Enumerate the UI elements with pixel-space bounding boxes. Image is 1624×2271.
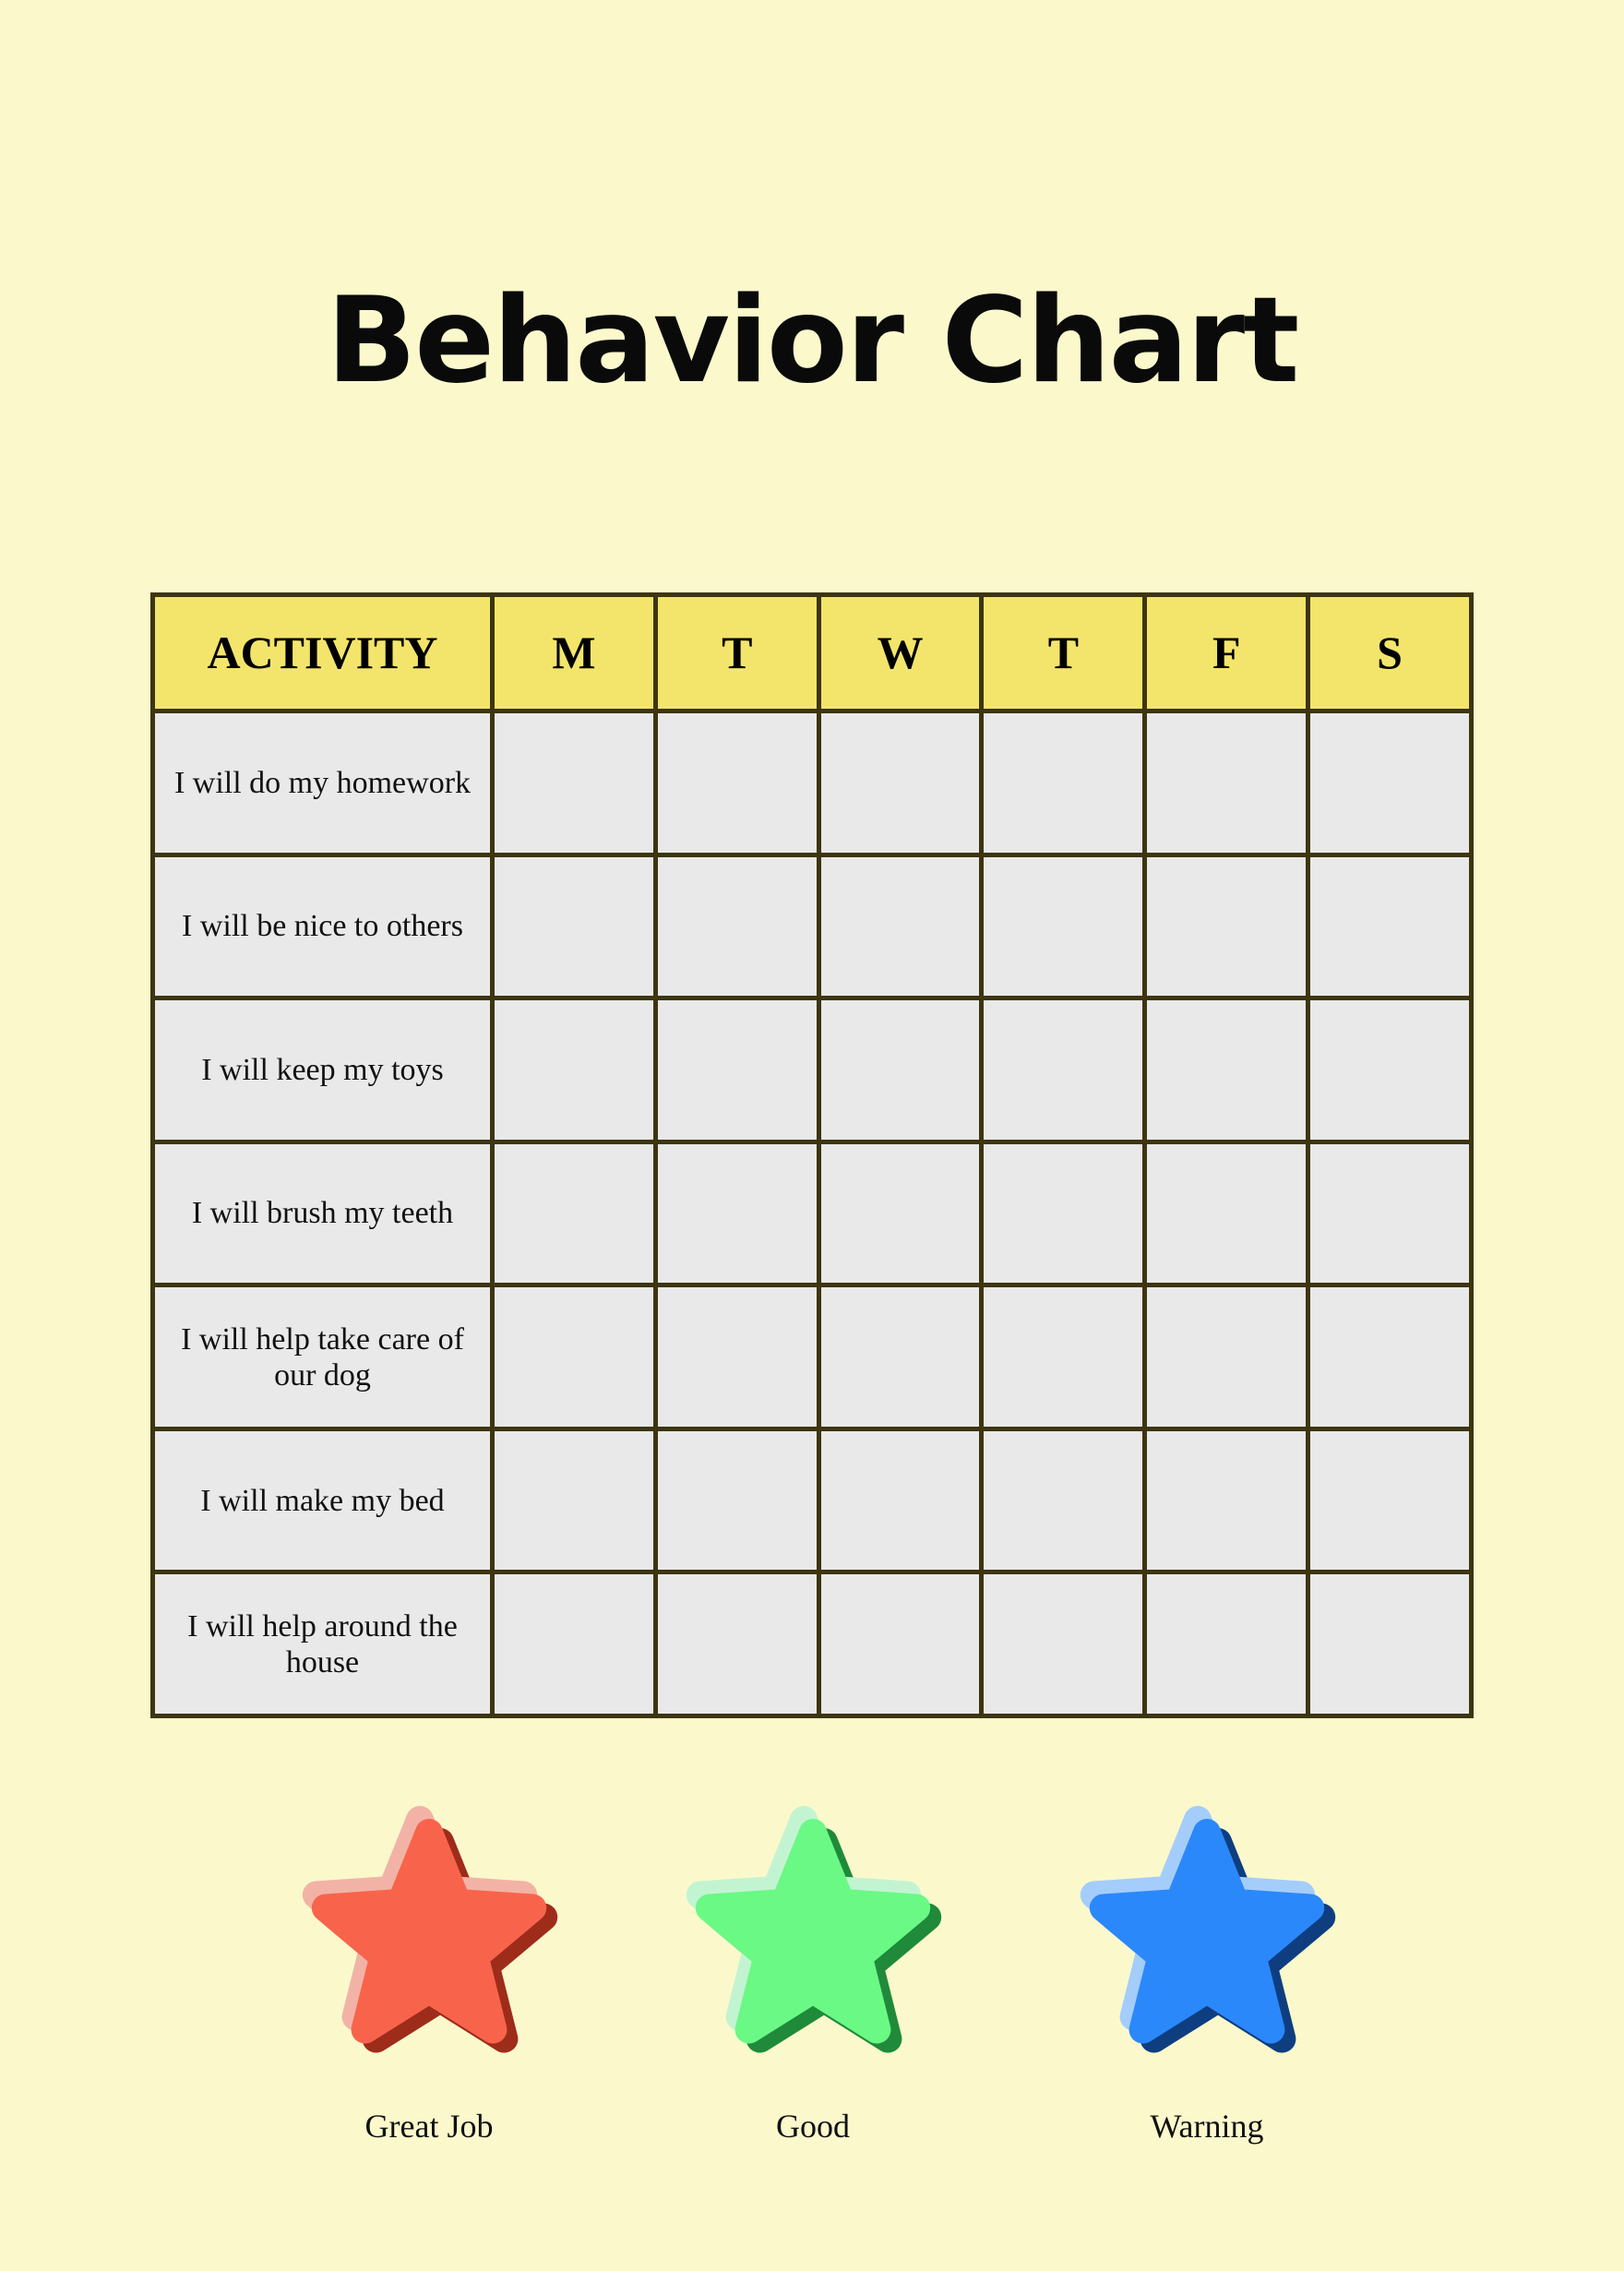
day-cell[interactable] — [1147, 1143, 1307, 1284]
activity-cell: I will make my bed — [155, 1430, 490, 1571]
day-cell[interactable] — [1310, 1287, 1469, 1427]
activity-cell: I will brush my teeth — [155, 1143, 490, 1284]
day-cell[interactable] — [1147, 1287, 1307, 1427]
day-cell[interactable] — [1310, 1574, 1469, 1714]
day-cell[interactable] — [984, 1000, 1143, 1140]
day-cell[interactable] — [1310, 1430, 1469, 1571]
day-cell[interactable] — [1147, 1574, 1307, 1714]
day-cell[interactable] — [657, 856, 817, 997]
day-cell[interactable] — [1147, 1000, 1307, 1140]
day-cell[interactable] — [657, 1430, 817, 1571]
day-cell[interactable] — [657, 713, 817, 853]
day-cell[interactable] — [1147, 1430, 1307, 1571]
day-cell[interactable] — [1310, 1143, 1469, 1284]
header-day: F — [1147, 597, 1307, 709]
day-cell[interactable] — [984, 1574, 1143, 1714]
day-cell[interactable] — [820, 713, 980, 853]
activity-cell: I will keep my toys — [155, 1000, 490, 1140]
day-cell[interactable] — [495, 713, 653, 853]
day-cell[interactable] — [495, 1430, 653, 1571]
star-icon — [302, 1806, 558, 2053]
day-cell[interactable] — [495, 1574, 653, 1714]
star-icon — [1080, 1806, 1336, 2053]
day-cell[interactable] — [657, 1143, 817, 1284]
day-cell[interactable] — [820, 1000, 980, 1140]
day-cell[interactable] — [820, 1143, 980, 1284]
header-day: M — [495, 597, 653, 709]
activity-cell: I will help around the house — [155, 1574, 490, 1714]
header-activity: ACTIVITY — [155, 597, 490, 709]
day-cell[interactable] — [1147, 856, 1307, 997]
star-icon — [686, 1806, 942, 2053]
header-day: T — [657, 597, 817, 709]
activity-cell: I will help take care of our dog — [155, 1287, 490, 1427]
day-cell[interactable] — [495, 1287, 653, 1427]
day-cell[interactable] — [1310, 713, 1469, 853]
day-cell[interactable] — [820, 856, 980, 997]
day-cell[interactable] — [495, 1000, 653, 1140]
day-cell[interactable] — [820, 1430, 980, 1571]
day-cell[interactable] — [984, 1143, 1143, 1284]
behavior-table: ACTIVITY M T W T F S I will do my homework I wil… — [150, 592, 1474, 1718]
legend-label: Warning — [1150, 2108, 1264, 2145]
header-day: W — [820, 597, 980, 709]
legend-label: Good — [776, 2108, 850, 2145]
activity-cell: I will do my homework — [155, 713, 490, 853]
day-cell[interactable] — [495, 1143, 653, 1284]
day-cell[interactable] — [984, 1287, 1143, 1427]
day-cell[interactable] — [1147, 713, 1307, 853]
day-cell[interactable] — [657, 1000, 817, 1140]
day-cell[interactable] — [1310, 856, 1469, 997]
page-title: Behavior Chart — [326, 272, 1300, 410]
header-day: S — [1310, 597, 1469, 709]
day-cell[interactable] — [820, 1574, 980, 1714]
day-cell[interactable] — [984, 713, 1143, 853]
day-cell[interactable] — [657, 1574, 817, 1714]
legend-label: Great Job — [364, 2108, 494, 2145]
day-cell[interactable] — [1310, 1000, 1469, 1140]
header-day: T — [984, 597, 1143, 709]
activity-cell: I will be nice to others — [155, 856, 490, 997]
day-cell[interactable] — [820, 1287, 980, 1427]
day-cell[interactable] — [495, 856, 653, 997]
day-cell[interactable] — [657, 1287, 817, 1427]
day-cell[interactable] — [984, 856, 1143, 997]
day-cell[interactable] — [984, 1430, 1143, 1571]
